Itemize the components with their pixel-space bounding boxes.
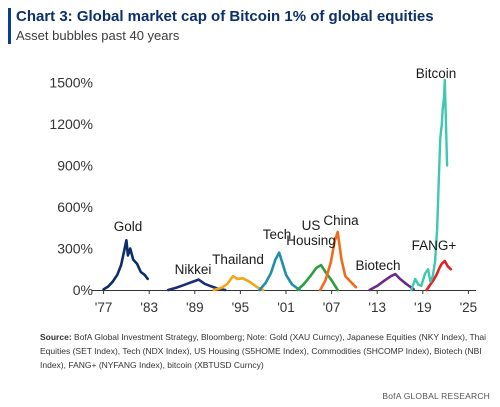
series-label-fang: FANG+ (412, 238, 457, 253)
series-label-gold: Gold (114, 219, 143, 234)
series-line-us-housing (296, 263, 340, 292)
series-line-nikkei (166, 278, 227, 292)
x-tick-label: '95 (232, 300, 250, 315)
brand-label: BofA GLOBAL RESEARCH (382, 391, 490, 401)
x-tick-label: '89 (186, 300, 204, 315)
x-tick-label: '07 (323, 300, 341, 315)
series-label-nikkei: Nikkei (175, 262, 212, 277)
series-line-tech (258, 251, 302, 292)
series-label-line: Thailand (212, 252, 264, 267)
series-label-line: FANG+ (412, 238, 457, 253)
series-label-line: China (323, 213, 359, 228)
x-tick-label: '13 (368, 300, 386, 315)
series-label-china: China (323, 213, 359, 228)
y-tick-label: 300% (57, 241, 93, 257)
series-line-bitcoin (410, 78, 449, 292)
footnote-text: BofA Global Investment Strategy, Bloombe… (40, 332, 487, 370)
series-label-line: US (302, 218, 321, 233)
series-label-tech: Tech (263, 227, 292, 242)
y-tick-label: 900% (57, 158, 93, 174)
x-tick-label: '19 (414, 300, 432, 315)
series-label-line: Nikkei (175, 262, 212, 277)
footnote: Source: BofA Global Investment Strategy,… (40, 330, 490, 372)
x-tick-label: '25 (460, 300, 478, 315)
y-tick-label: 1200% (49, 116, 93, 132)
series-label-thailand: Thailand (212, 252, 264, 267)
series-label-line: Housing (286, 233, 336, 248)
series-label-line: Gold (114, 219, 143, 234)
y-tick-label: 600% (57, 199, 93, 215)
series-label-bitcoin: Bitcoin (416, 66, 457, 81)
series-label-line: Tech (263, 227, 292, 242)
series-line-biotech (368, 272, 416, 292)
series-label-line: Bitcoin (416, 66, 457, 81)
x-tick-label: '83 (140, 300, 158, 315)
footnote-label: Source: (40, 332, 72, 342)
y-tick-label: 0% (73, 282, 93, 298)
chart-subtitle: Asset bubbles past 40 years (16, 28, 180, 43)
x-tick-label: '01 (277, 300, 295, 315)
series-label-line: Biotech (355, 258, 400, 273)
chart-plot: 0% 300% 600% 900% 1200% 1500% '77 '83 '89 '95 '01 '… (49, 66, 478, 315)
x-tick-label: '77 (95, 300, 113, 315)
y-tick-label: 1500% (49, 75, 93, 91)
title-accent-bar (8, 8, 11, 44)
series-line-fang (425, 259, 453, 292)
series-line-china (318, 230, 358, 292)
series-line-gold (102, 239, 149, 291)
series-label-us-housing: US Housing (286, 218, 336, 248)
series-line-thailand (212, 274, 265, 292)
chart-title: Chart 3: Global market cap of Bitcoin 1%… (16, 8, 434, 25)
series-label-biotech: Biotech (355, 258, 400, 273)
